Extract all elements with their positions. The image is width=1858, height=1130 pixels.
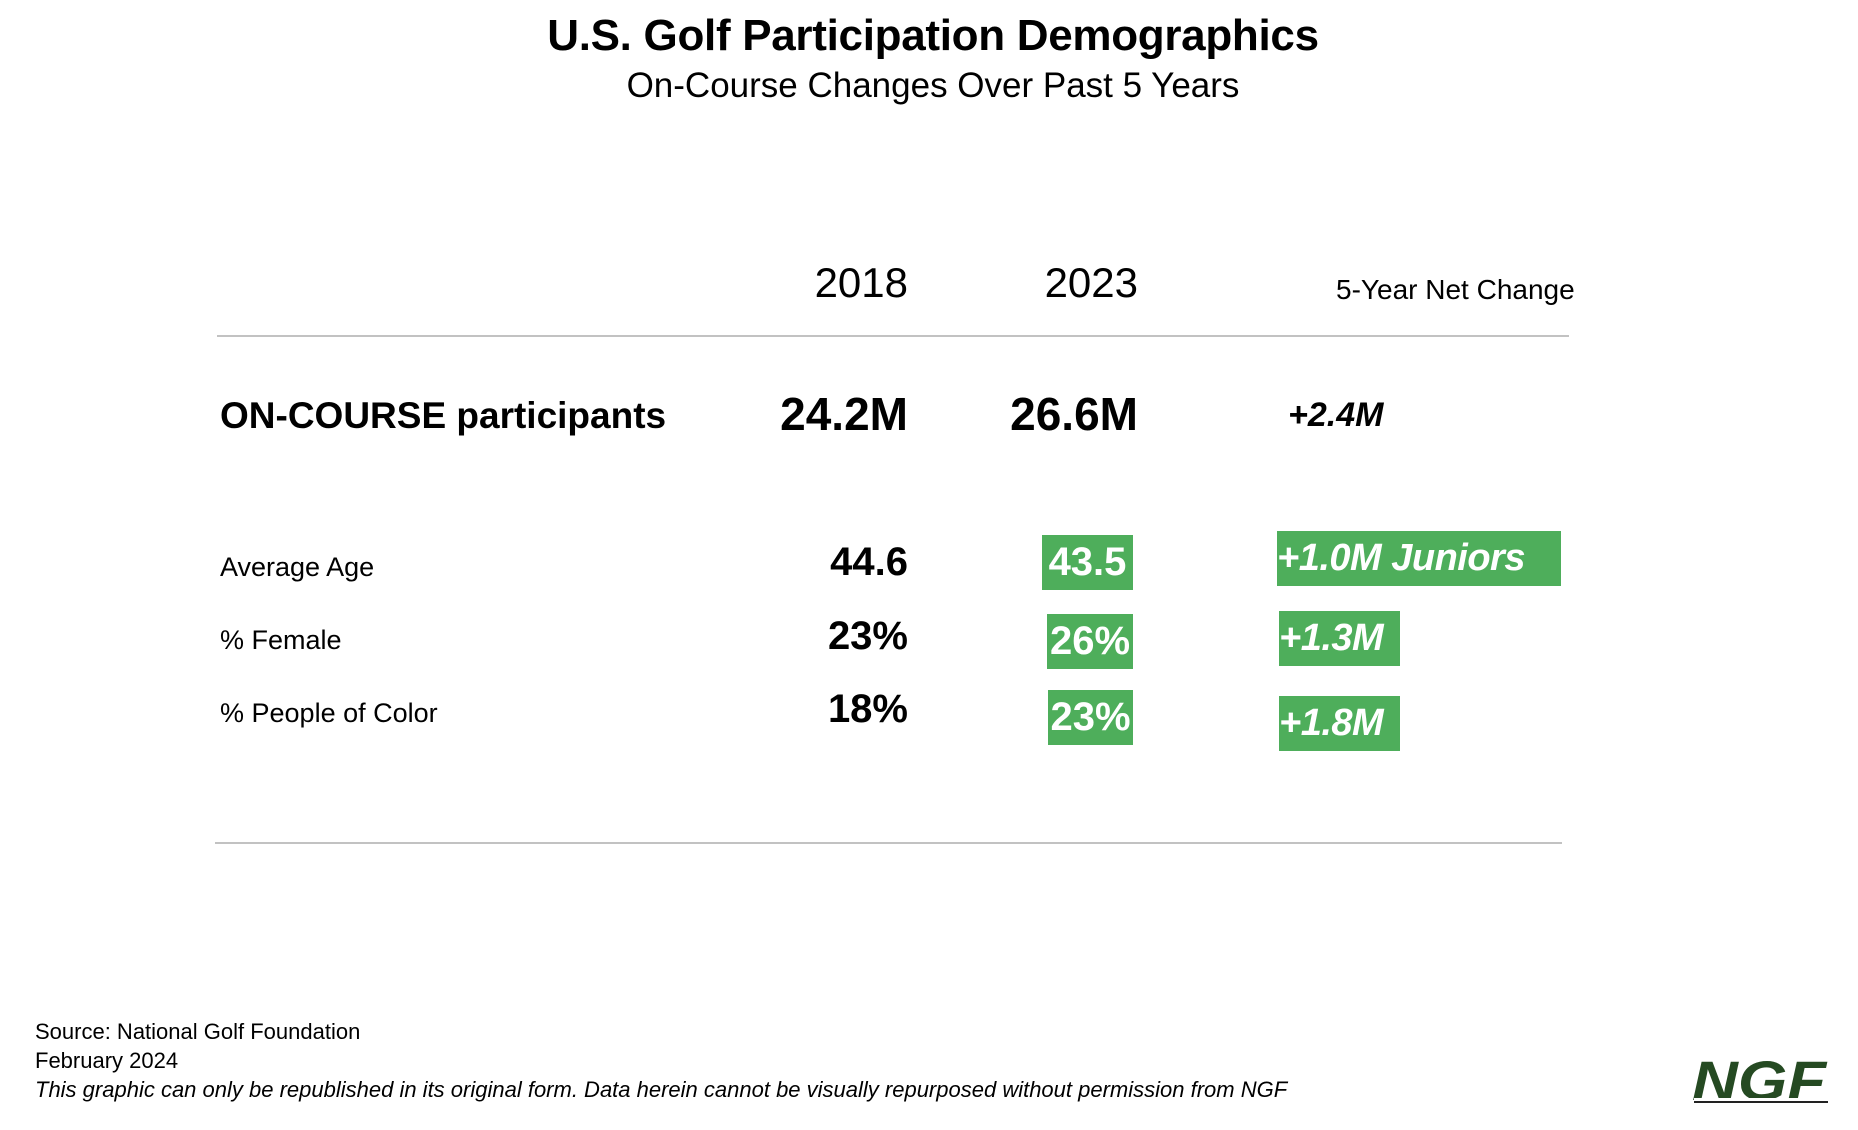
row-label-on-course-participants: ON-COURSE participants — [220, 395, 667, 436]
ngf-logo-mask — [1694, 1103, 1828, 1112]
row-label-average-age: Average Age — [220, 552, 375, 582]
cell-people-of-color-2023: 23% — [1050, 695, 1131, 739]
chart-title: U.S. Golf Participation Demographics — [547, 11, 1319, 60]
chart-subtitle: On-Course Changes Over Past 5 Years — [626, 66, 1240, 105]
cell-average-age-2023: 43.5 — [1048, 540, 1127, 584]
cell-participants-2023: 26.6M — [1010, 388, 1138, 440]
ngf-logo-gap — [1694, 1098, 1828, 1101]
cell-average-age-net-change: +1.0M Juniors — [1277, 537, 1525, 579]
cell-average-age-2018: 44.6 — [830, 540, 908, 584]
footer-date: February 2024 — [35, 1048, 179, 1073]
cell-female-2023-highlight: 26% — [1047, 614, 1133, 669]
cell-participants-net-change: +2.4M — [1288, 396, 1384, 434]
cell-people-of-color-2023-highlight: 23% — [1048, 690, 1133, 745]
footer-usage-note: This graphic can only be republished in … — [35, 1077, 1288, 1102]
column-header-2023: 2023 — [1044, 259, 1138, 306]
cell-female-net-change: +1.3M — [1279, 617, 1384, 659]
footer-source: Source: National Golf Foundation — [35, 1019, 361, 1044]
column-header-net-change: 5-Year Net Change — [1336, 274, 1575, 305]
header-divider — [217, 335, 1569, 337]
row-label-people-of-color: % People of Color — [220, 698, 438, 728]
cell-female-2018: 23% — [827, 614, 908, 658]
cell-average-age-net-change-highlight: +1.0M Juniors — [1277, 531, 1561, 586]
ngf-logo-underline — [1694, 1101, 1828, 1103]
column-header-2018: 2018 — [814, 259, 908, 306]
table-bottom-divider — [215, 842, 1562, 844]
cell-participants-2018: 24.2M — [780, 388, 908, 440]
cell-female-2023: 26% — [1049, 619, 1131, 663]
cell-average-age-2023-highlight: 43.5 — [1042, 535, 1133, 590]
ngf-logo: NGF — [1692, 1056, 1828, 1112]
cell-people-of-color-net-change-highlight: +1.8M — [1279, 696, 1400, 751]
cell-people-of-color-net-change: +1.8M — [1279, 702, 1384, 744]
cell-people-of-color-2018: 18% — [827, 687, 908, 731]
cell-female-net-change-highlight: +1.3M — [1279, 611, 1400, 666]
row-label-female: % Female — [220, 625, 342, 655]
